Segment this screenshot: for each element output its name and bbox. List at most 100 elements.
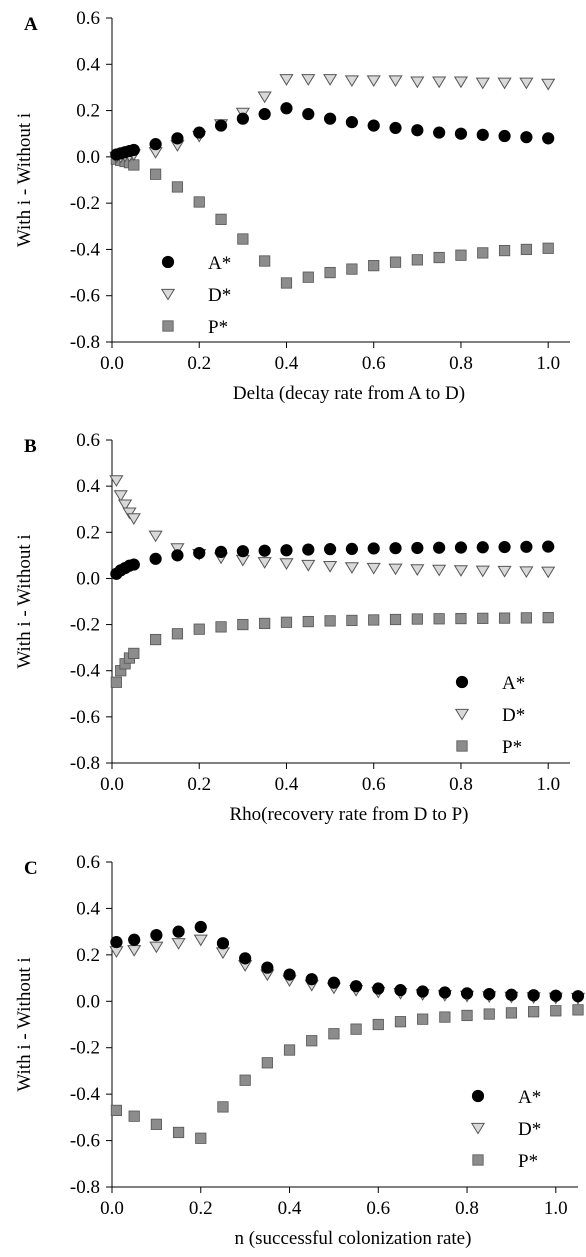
legend-label: D* — [502, 705, 525, 726]
series-p-point-17 — [483, 1008, 495, 1020]
series-p-point-12 — [302, 271, 314, 283]
legend-a-point-0 — [161, 255, 175, 269]
series-p-point-14 — [417, 1013, 429, 1025]
series-p-point-0 — [110, 1104, 123, 1116]
x-tick-label: 0.8 — [449, 774, 473, 795]
series-d-point-15 — [366, 562, 381, 575]
series-d-point-12 — [301, 559, 316, 572]
series-d-point-4 — [193, 934, 208, 947]
series-p-point-20 — [550, 1005, 562, 1017]
legend-d-point-0 — [160, 288, 176, 301]
series-d-point-1 — [127, 945, 142, 957]
x-tick-label: 1.0 — [536, 353, 560, 374]
series-a-point-11 — [280, 102, 293, 115]
series-a-point-7 — [261, 961, 274, 974]
y-tick-label: -0.2 — [70, 615, 100, 636]
series-p-point-0 — [110, 676, 122, 688]
series-d-point-17 — [410, 564, 425, 576]
y-axis-title: With i - Without i — [14, 534, 35, 668]
series-p-point-13 — [324, 266, 336, 279]
series-d — [109, 475, 556, 579]
series-p-point-20 — [477, 612, 489, 624]
series-d-point-3 — [171, 938, 186, 950]
series-a-point-13 — [323, 543, 337, 556]
series-a-point-6 — [239, 952, 252, 965]
series-a-point-18 — [433, 126, 446, 139]
series-a-point-9 — [236, 545, 249, 558]
series-d-point-6 — [170, 543, 185, 555]
legend-p-point-0 — [472, 1154, 484, 1166]
series-p-point-14 — [346, 263, 358, 275]
series-p-point-19 — [528, 1006, 540, 1018]
series-d-point-5 — [148, 530, 163, 543]
x-tick-label: 1.0 — [536, 774, 560, 795]
series-p-point-6 — [239, 1074, 251, 1086]
series-a-point-23 — [542, 132, 555, 145]
series-a-point-3 — [172, 925, 185, 938]
series-a-point-22 — [520, 131, 533, 144]
series-a-point-13 — [394, 984, 407, 997]
series-p-point-9 — [237, 618, 249, 631]
series-a-point-16 — [389, 121, 402, 135]
panel-b: B -0.8 -0.6 -0.4 -0.2 0.0 0.2 0.4 0.6 0.0 0.2 0.4 0.… — [14, 430, 570, 825]
series-a-point-10 — [327, 976, 341, 989]
y-tick-label: -0.2 — [70, 193, 100, 214]
y-tick-label: 0.4 — [76, 476, 100, 497]
y-tick-label: 0.6 — [76, 852, 100, 873]
series-a-point-23 — [542, 540, 555, 553]
series-p-point-4 — [128, 159, 140, 171]
series-a-point-2 — [150, 929, 163, 942]
series-p-point-5 — [150, 168, 162, 180]
series-p-point-17 — [411, 613, 423, 625]
y-axis-title: With i - Without i — [14, 957, 35, 1091]
series-a-point-8 — [283, 968, 296, 981]
x-tick-label: 0.0 — [100, 353, 124, 374]
series-p — [110, 1004, 584, 1144]
legend-label: A* — [502, 673, 525, 694]
series-d-point-14 — [344, 75, 359, 88]
x-axis-title: Rho(recovery rate from D to P) — [229, 804, 468, 825]
series-p-point-16 — [461, 1009, 473, 1022]
series-p-point-18 — [433, 251, 445, 264]
series-d-point-2 — [149, 941, 164, 954]
series-p-point-12 — [302, 615, 314, 628]
series-a-point-19 — [527, 989, 540, 1002]
series-a-point-15 — [367, 119, 380, 132]
series-p-point-2 — [150, 1118, 162, 1130]
panel-letter: C — [24, 858, 38, 879]
series-p-point-3 — [172, 1126, 185, 1139]
series-a-point-17 — [483, 987, 496, 1001]
series-a-point-13 — [323, 112, 337, 125]
series-p-point-6 — [171, 181, 184, 193]
series-a-point-8 — [214, 119, 228, 132]
legend-label: P* — [518, 1151, 538, 1172]
y-tick-label: -0.6 — [70, 1131, 100, 1152]
x-tick-label: 0.2 — [189, 1198, 213, 1219]
x-tick-label: 0.0 — [100, 774, 124, 795]
y-tick-label: 0.2 — [76, 101, 100, 122]
y-tick-label: 0.6 — [76, 430, 100, 451]
series-p-point-22 — [520, 243, 532, 256]
panel-c: C -0.8 -0.6 -0.4 -0.2 0.0 0.2 0.4 0.6 0.0 0.2 0.4 0.… — [14, 852, 586, 1249]
y-tick-label: -0.8 — [70, 1177, 100, 1198]
series-p-point-9 — [306, 1035, 318, 1047]
series-d-point-13 — [323, 561, 338, 573]
series-a-point-12 — [372, 982, 385, 995]
y-tick-label: -0.6 — [70, 707, 100, 728]
y-tick-label: 0.0 — [76, 147, 100, 168]
series-p-point-8 — [283, 1044, 296, 1056]
series-a-point-20 — [476, 128, 489, 141]
series-a-point-8 — [214, 545, 228, 558]
series-a-point-16 — [389, 542, 402, 555]
series-p-point-8 — [215, 213, 227, 225]
series-p-point-21 — [572, 1004, 584, 1016]
legend-label: P* — [208, 317, 228, 338]
legend-a-point-0 — [455, 675, 469, 689]
series-a-point-10 — [258, 107, 271, 121]
y-tick-label: 0.2 — [76, 945, 100, 966]
x-tick-label: 0.4 — [278, 1198, 302, 1219]
panel-a: A -0.8 -0.6 -0.4 -0.2 0.0 0.2 0.4 0.6 0.0 0.2 0.4 0.… — [14, 8, 570, 404]
y-tick-label: 0.2 — [76, 522, 100, 543]
series-d-point-21 — [497, 77, 512, 90]
